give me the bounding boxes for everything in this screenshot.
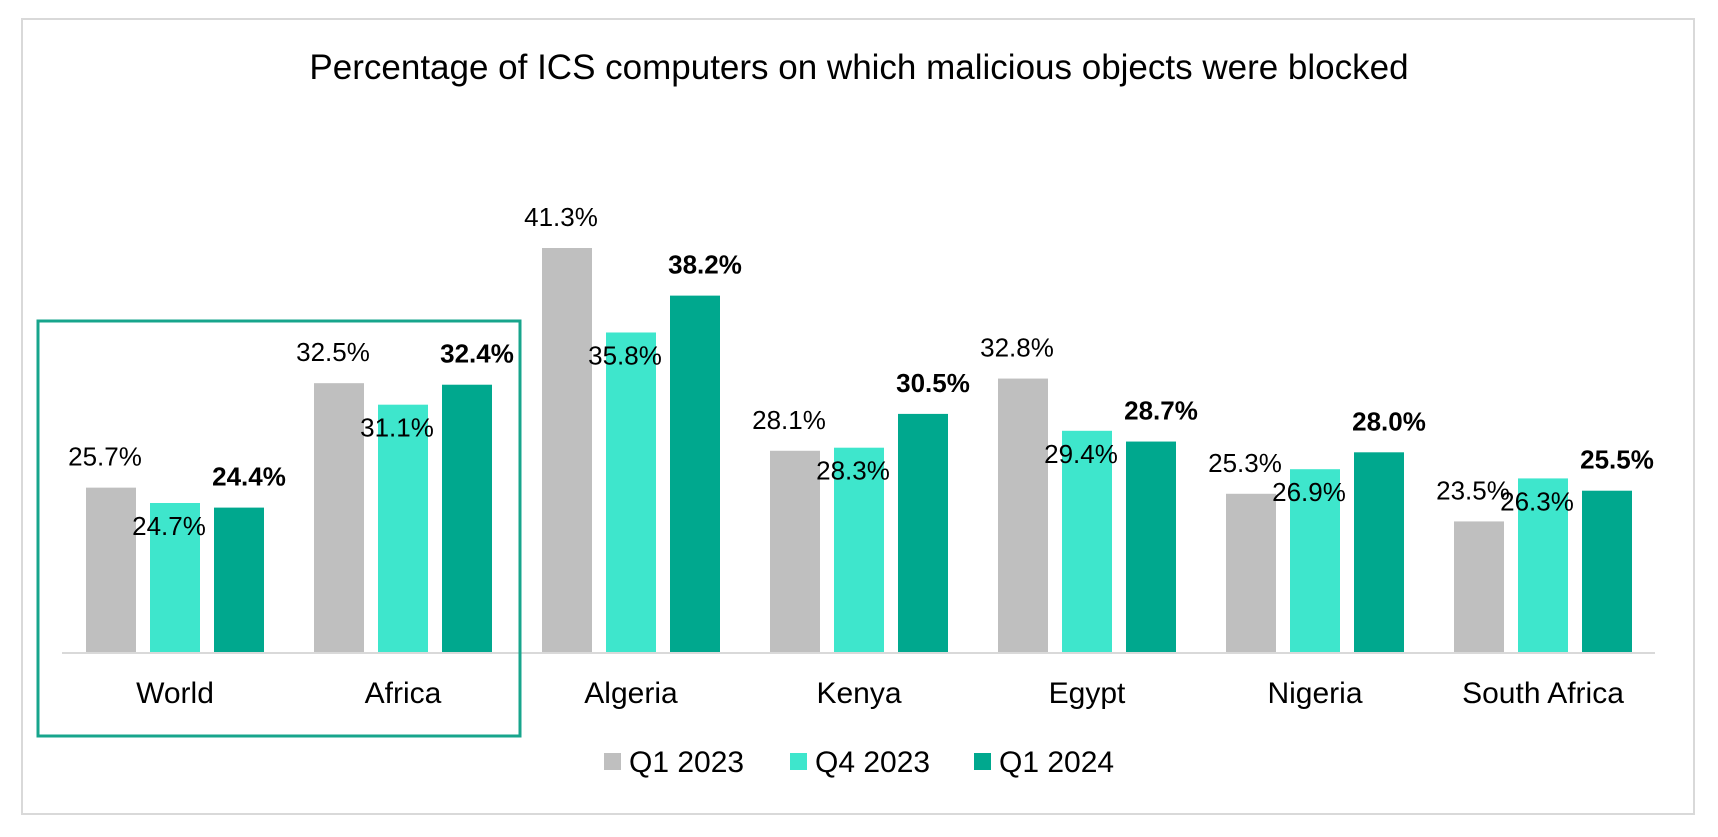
- data-label-africa-q4-2023: 31.1%: [360, 413, 434, 443]
- data-label-nigeria-q1-2023: 25.3%: [1208, 448, 1282, 478]
- bar-africa-q4-2023: [378, 404, 428, 652]
- legend-item-q4-2023: Q4 2023: [790, 746, 930, 779]
- data-label-algeria-q1-2024: 38.2%: [668, 250, 742, 280]
- bar-egypt-q1-2023: [998, 378, 1048, 652]
- category-label-egypt: Egypt: [1049, 677, 1126, 710]
- category-label-kenya: Kenya: [816, 677, 901, 710]
- data-label-world-q1-2024: 24.4%: [212, 462, 286, 492]
- legend-swatch-q1-2023: [604, 753, 621, 770]
- data-label-algeria-q4-2023: 35.8%: [588, 340, 662, 370]
- bar-egypt-q1-2024: [1126, 441, 1176, 652]
- data-label-algeria-q1-2023: 41.3%: [524, 202, 598, 232]
- legend-item-q1-2023: Q1 2023: [604, 746, 744, 779]
- data-label-south-africa-q1-2024: 25.5%: [1580, 445, 1654, 475]
- category-label-south-africa: South Africa: [1462, 677, 1624, 710]
- data-label-nigeria-q1-2024: 28.0%: [1352, 406, 1426, 436]
- bar-world-q1-2023: [86, 487, 136, 652]
- highlight-box: [36, 319, 522, 738]
- chart-frame: [21, 18, 1695, 815]
- data-label-nigeria-q4-2023: 26.9%: [1272, 477, 1346, 507]
- data-label-world-q1-2023: 25.7%: [68, 442, 142, 472]
- data-label-kenya-q1-2024: 30.5%: [896, 368, 970, 398]
- bar-kenya-q4-2023: [834, 447, 884, 652]
- bar-south-africa-q1-2024: [1582, 490, 1632, 652]
- bar-nigeria-q4-2023: [1290, 469, 1340, 652]
- bar-kenya-q1-2024: [898, 413, 948, 652]
- data-label-world-q4-2023: 24.7%: [132, 511, 206, 541]
- data-label-kenya-q4-2023: 28.3%: [816, 456, 890, 486]
- data-label-egypt-q4-2023: 29.4%: [1044, 439, 1118, 469]
- legend-swatch-q4-2023: [790, 753, 807, 770]
- bar-kenya-q1-2023: [770, 450, 820, 652]
- legend-swatch-q1-2024: [974, 753, 991, 770]
- bar-africa-q1-2024: [442, 384, 492, 652]
- legend-label-q4-2023: Q4 2023: [815, 746, 930, 779]
- chart-title: Percentage of ICS computers on which mal…: [309, 48, 1408, 87]
- bar-world-q4-2023: [150, 502, 200, 652]
- bar-world-q1-2024: [214, 507, 264, 652]
- category-label-world: World: [136, 677, 214, 710]
- bar-nigeria-q1-2023: [1226, 493, 1276, 652]
- category-label-africa: Africa: [365, 677, 442, 710]
- category-label-nigeria: Nigeria: [1267, 677, 1362, 710]
- category-label-algeria: Algeria: [584, 677, 678, 710]
- data-label-south-africa-q4-2023: 26.3%: [1500, 486, 1574, 516]
- bar-egypt-q4-2023: [1062, 430, 1112, 652]
- bar-south-africa-q1-2023: [1454, 521, 1504, 652]
- data-label-egypt-q1-2024: 28.7%: [1124, 396, 1198, 426]
- bar-africa-q1-2023: [314, 383, 364, 652]
- bar-algeria-q1-2024: [670, 295, 720, 652]
- legend-item-q1-2024: Q1 2024: [974, 746, 1114, 779]
- data-label-egypt-q1-2023: 32.8%: [980, 333, 1054, 363]
- legend-label-q1-2024: Q1 2024: [999, 746, 1114, 779]
- data-label-africa-q1-2024: 32.4%: [440, 339, 514, 369]
- bar-south-africa-q4-2023: [1518, 478, 1568, 652]
- data-label-south-africa-q1-2023: 23.5%: [1436, 475, 1510, 505]
- bar-algeria-q4-2023: [606, 332, 656, 652]
- data-label-kenya-q1-2023: 28.1%: [752, 405, 826, 435]
- data-label-africa-q1-2023: 32.5%: [296, 337, 370, 367]
- bar-nigeria-q1-2024: [1354, 452, 1404, 652]
- legend-label-q1-2023: Q1 2023: [629, 746, 744, 779]
- bar-algeria-q1-2023: [542, 248, 592, 652]
